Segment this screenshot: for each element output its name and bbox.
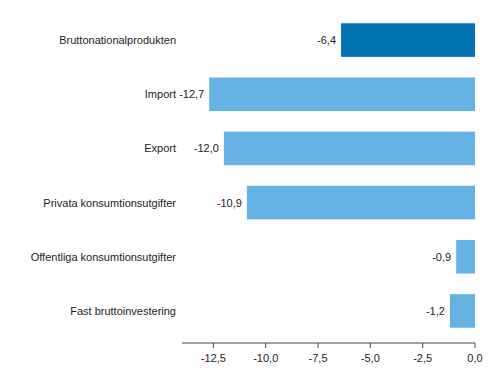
tick-label: -12,5 xyxy=(201,352,226,364)
tick xyxy=(422,343,423,348)
bar xyxy=(209,77,475,111)
bar xyxy=(341,23,475,57)
category-label: Fast bruttoinvestering xyxy=(70,305,176,317)
chart: Bruttonationalprodukten -6,4 Import-12,7 Ex… xyxy=(0,0,491,378)
tick-label: -7,5 xyxy=(309,352,328,364)
bars xyxy=(209,23,475,327)
category-label: Offentliga konsumtionsutgifter xyxy=(31,251,177,263)
data-label: -10,9 xyxy=(217,197,242,209)
bar xyxy=(456,240,475,274)
category-label: Export xyxy=(144,142,176,154)
data-label: -12,7 xyxy=(179,88,204,100)
x-axis xyxy=(182,343,475,344)
bar xyxy=(247,186,475,220)
tick xyxy=(318,343,319,348)
tick-label: -10,0 xyxy=(253,352,278,364)
category-label: Import xyxy=(145,88,176,100)
data-label: -0,9 xyxy=(432,251,451,263)
tick xyxy=(265,343,266,348)
tick-label: 0,0 xyxy=(467,352,482,364)
data-label: -1,2 xyxy=(426,305,445,317)
category-label: Bruttonationalprodukten xyxy=(59,34,176,46)
bar xyxy=(224,132,475,166)
data-label: -6,4 xyxy=(317,34,336,46)
tick xyxy=(370,343,371,348)
tick xyxy=(475,343,476,348)
data-label: -12,0 xyxy=(194,142,219,154)
bar xyxy=(450,294,475,328)
tick-label: -2,5 xyxy=(413,352,432,364)
tick-label: -5,0 xyxy=(361,352,380,364)
tick xyxy=(213,343,214,348)
category-label: Privata konsumtionsutgifter xyxy=(43,197,176,209)
